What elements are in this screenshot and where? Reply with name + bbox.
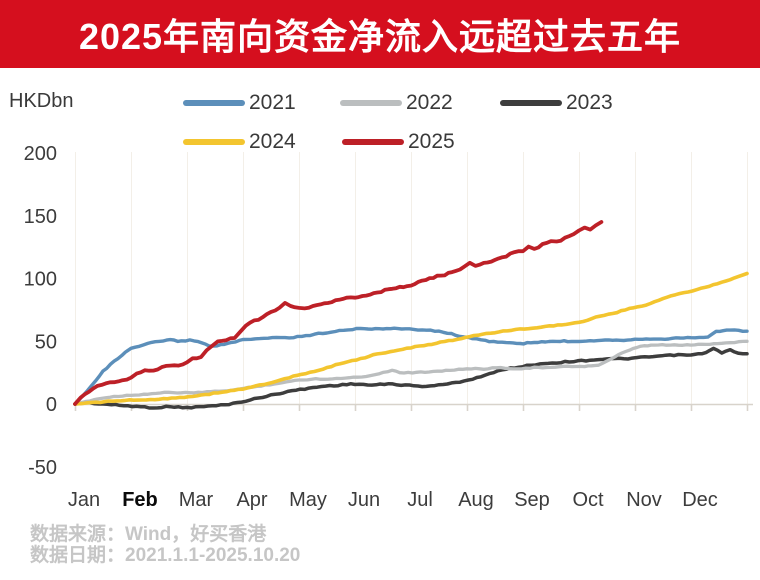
x-tick-label: Aug [458, 489, 494, 511]
y-tick-label: 200 [24, 143, 57, 165]
footer-notes: 数据来源：Wind，好买香港 数据日期：2021.1.1-2025.10.20 [30, 524, 300, 566]
series-line-2023 [73, 346, 749, 410]
x-tick-label: Nov [626, 489, 662, 511]
y-tick-label: 50 [35, 331, 57, 353]
y-tick-label: 100 [24, 269, 57, 291]
x-tick-label: May [289, 489, 327, 511]
data-date-line: 数据日期：2021.1.1-2025.10.20 [30, 545, 301, 566]
legend-label-2023: 2023 [566, 91, 613, 114]
data-source-line: 数据来源：Wind，好买香港 [30, 524, 267, 545]
legend-item-2023: 2023 [500, 91, 613, 115]
x-tick-label: Jun [348, 489, 380, 511]
legend-label-2021: 2021 [249, 91, 296, 114]
y-tick-label: -50 [28, 457, 57, 479]
y-tick-label: 0 [46, 394, 57, 416]
legend-label-2025: 2025 [408, 130, 455, 153]
x-tick-label: Apr [236, 489, 267, 511]
x-tick-label: Jan [68, 489, 100, 511]
x-tick-label: Mar [179, 489, 214, 511]
legend-swatch-2025 [342, 139, 404, 145]
series-line-2021 [73, 326, 749, 406]
title-banner: 2025年南向资金净流入远超过去五年 [0, 0, 760, 68]
legend-item-2024: 2024 [183, 130, 296, 154]
legend-item-2021: 2021 [183, 91, 296, 115]
y-tick-label: 150 [24, 206, 57, 228]
legend: 2021 2022 2023 2024 2025 [0, 0, 760, 160]
legend-label-2022: 2022 [406, 91, 453, 114]
series-line-2022 [73, 339, 749, 406]
x-tick-label: Jul [407, 489, 433, 511]
x-tick-label: Feb [122, 489, 158, 511]
legend-swatch-2023 [500, 100, 562, 106]
series-line-2025 [73, 220, 604, 406]
x-tick-label: Dec [682, 489, 718, 511]
x-tick-label: Oct [572, 489, 604, 511]
legend-item-2022: 2022 [340, 91, 453, 115]
legend-swatch-2021 [183, 100, 245, 106]
x-tick-label: Sep [514, 489, 550, 511]
y-axis-unit-label: HKDbn [9, 90, 74, 112]
chart-title: 2025年南向资金净流入远超过去五年 [78, 16, 682, 57]
legend-swatch-2024 [183, 139, 245, 145]
series-line-2024 [73, 271, 749, 406]
legend-item-2025: 2025 [342, 130, 455, 154]
legend-swatch-2022 [340, 100, 402, 106]
legend-label-2024: 2024 [249, 130, 296, 153]
